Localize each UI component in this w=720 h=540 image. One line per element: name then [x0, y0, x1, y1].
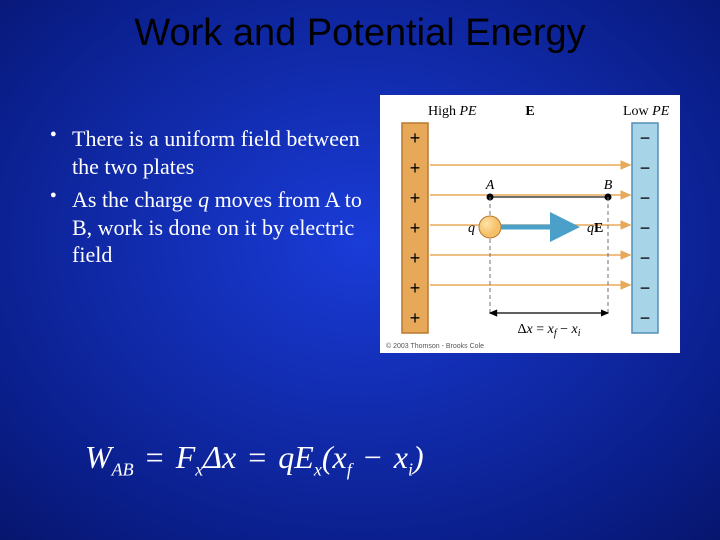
svg-text:A: A: [485, 178, 495, 193]
svg-text:−: −: [640, 308, 651, 328]
svg-text:+: +: [410, 158, 421, 178]
svg-text:Low PE: Low PE: [623, 104, 670, 119]
svg-text:+: +: [410, 188, 421, 208]
svg-text:+: +: [410, 308, 421, 328]
svg-text:−: −: [640, 188, 651, 208]
svg-text:−: −: [640, 278, 651, 298]
work-formula: WAB = FxΔx = qEx(xf − xi): [85, 439, 424, 480]
svg-text:q: q: [468, 221, 475, 236]
svg-text:+: +: [410, 218, 421, 238]
svg-text:+: +: [410, 278, 421, 298]
svg-text:+: +: [410, 248, 421, 268]
page-title: Work and Potential Energy: [0, 0, 720, 55]
field-diagram: High PE E Low PE + + + + + + + − − − − − − − A Bq qE Δx = xf…: [380, 95, 680, 353]
bullet-list: There is a uniform field between the two…: [50, 95, 380, 353]
svg-text:© 2003 Thomson - Brooks Cole: © 2003 Thomson - Brooks Cole: [386, 342, 484, 350]
bullet-1: There is a uniform field between the two…: [50, 125, 370, 180]
svg-text:+: +: [410, 128, 421, 148]
bullet-2: As the charge q moves from A to B, work …: [50, 186, 370, 269]
svg-text:Δx = xf − xi: Δx = xf − xi: [517, 322, 580, 339]
svg-text:−: −: [640, 158, 651, 178]
svg-text:−: −: [640, 248, 651, 268]
svg-text:B: B: [604, 178, 613, 193]
svg-text:−: −: [640, 128, 651, 148]
bullet-2-em: q: [198, 187, 209, 212]
svg-text:High PE: High PE: [428, 104, 477, 119]
bullet-2-pre: As the charge: [72, 187, 198, 212]
svg-text:−: −: [640, 218, 651, 238]
svg-text:E: E: [525, 104, 534, 119]
svg-text:qE: qE: [587, 221, 603, 236]
bullet-1-text: There is a uniform field between the two…: [72, 126, 360, 179]
content-row: There is a uniform field between the two…: [0, 95, 720, 353]
